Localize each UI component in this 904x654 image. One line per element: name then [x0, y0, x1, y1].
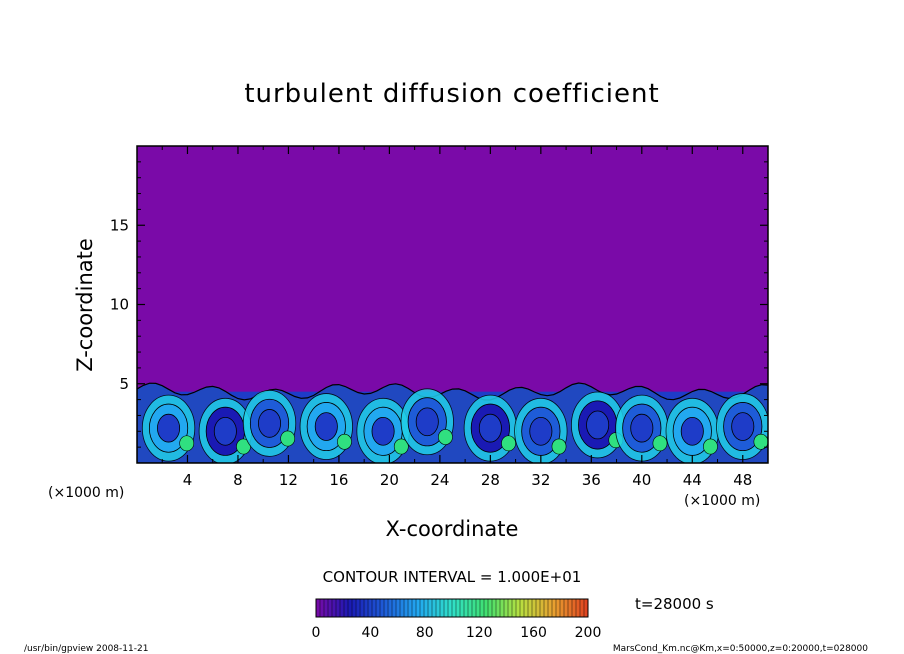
x-tick-label: 32 [531, 471, 550, 489]
contour-interval-label: CONTOUR INTERVAL = 1.000E+01 [323, 568, 582, 586]
y-axis-label: Z-coordinate [73, 238, 97, 372]
eddy-5 [400, 388, 454, 456]
x-tick-label: 44 [683, 471, 702, 489]
colorbar-tick-label: 120 [466, 625, 493, 641]
colorbar: 0 40 80 120 160 200 [312, 598, 602, 641]
x-tick-label: 8 [233, 471, 243, 489]
x-tick-label: 20 [380, 471, 399, 489]
x-tick-label: 16 [329, 471, 348, 489]
y-axis-ticks: 5 10 15 [110, 161, 768, 448]
eddy-9 [615, 394, 669, 462]
x-tick-label: 28 [481, 471, 500, 489]
x-tick-label: 40 [632, 471, 651, 489]
eddy-3 [299, 393, 353, 460]
colorbar-tick-label: 40 [361, 625, 379, 641]
footer-right: MarsCond_Km.nc@Km,x=0:50000,z=0:20000,t=… [613, 644, 868, 654]
eddy-10 [665, 397, 719, 463]
chart-title: turbulent diffusion coefficient [244, 79, 659, 109]
y-tick-label: 5 [119, 375, 129, 393]
eddy-4 [356, 397, 410, 463]
colorbar-tick-label: 0 [312, 625, 321, 641]
plot-area [136, 145, 769, 464]
x-tick-label: 4 [183, 471, 193, 489]
eddy-7 [514, 397, 568, 463]
eddy-6 [463, 394, 518, 462]
colorbar-ticks: 0 40 80 120 160 200 [312, 625, 602, 641]
colorbar-stripes [319, 599, 585, 617]
x-tick-label: 12 [279, 471, 298, 489]
x-tick-label: 36 [582, 471, 601, 489]
eddy-2 [242, 390, 297, 457]
footer-left: /usr/bin/gpview 2008-11-21 [24, 644, 148, 654]
eddy-0 [141, 394, 196, 462]
x-unit-right: (×1000 m) [684, 493, 760, 509]
colorbar-tick-label: 80 [416, 625, 434, 641]
x-tick-label: 24 [430, 471, 449, 489]
x-tick-label: 48 [733, 471, 752, 489]
x-unit-left: (×1000 m) [48, 485, 124, 501]
x-axis-label: X-coordinate [386, 517, 519, 541]
y-tick-label: 15 [110, 216, 129, 234]
x-axis-ticks: 4 8 12 16 20 24 28 32 36 40 44 48 [161, 146, 752, 489]
colorbar-tick-label: 200 [575, 625, 602, 641]
colorbar-tick-label: 160 [520, 625, 547, 641]
eddy-11 [716, 393, 768, 460]
time-label: t=28000 s [635, 595, 714, 613]
y-tick-label: 10 [110, 296, 129, 314]
eddy-1 [198, 397, 252, 463]
turbulent-layer [137, 382, 768, 463]
